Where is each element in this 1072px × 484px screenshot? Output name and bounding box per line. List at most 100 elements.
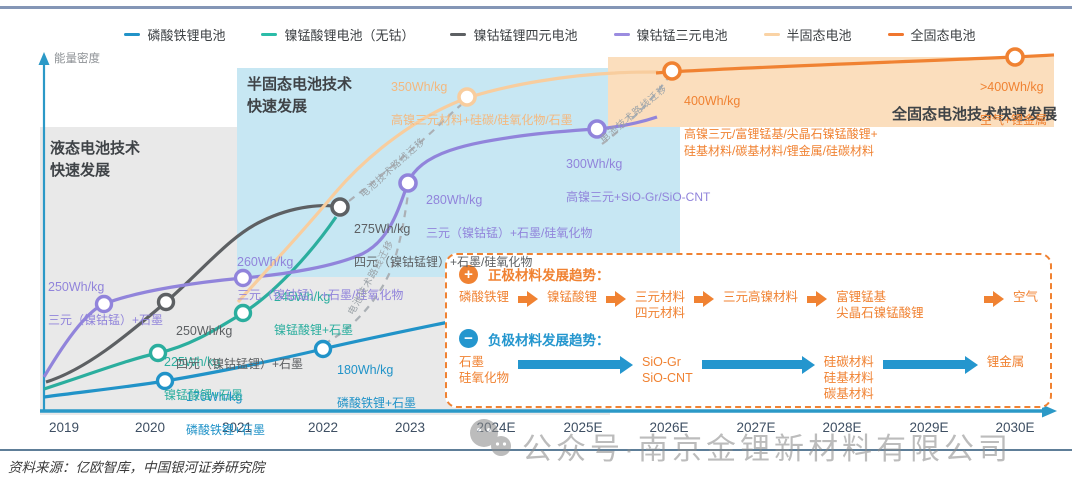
milestone-materials: 三元（镍钴锰）+石墨/硅氧化物	[237, 288, 404, 303]
milestone-label-ncm-260: 260Wh/kg 三元（镍钴锰）+石墨/硅氧化物	[237, 237, 403, 320]
legend-label: 镍钴锰锂四元电池	[473, 28, 578, 43]
cathode-step: 空气	[1012, 290, 1038, 304]
legend-line-icon	[763, 32, 780, 37]
anode-step: 石墨 硅氧化物	[459, 354, 510, 385]
milestone-value: 260Wh/kg	[237, 254, 294, 269]
legend-item-lfp: 磷酸铁锂电池	[124, 25, 225, 44]
milestone-label-semi-350: 350Wh/kg 高镍三元材料+硅碳/硅氧化物/石墨	[391, 62, 573, 145]
legend-item-solid: 全固态电池	[887, 25, 976, 44]
milestone-value: 250Wh/kg	[176, 323, 233, 338]
milestone-materials: 磷酸铁锂+石墨	[337, 396, 417, 411]
marker-ncm-300	[587, 119, 607, 139]
arrow-right-icon	[606, 291, 627, 307]
marker-quaternary-275	[330, 197, 350, 217]
curve-lnmo	[43, 216, 338, 391]
watermark: 公众号·南京金锂新材料有限公司	[468, 418, 1012, 468]
cathode-trend-header: 正极材料发展趋势：	[488, 268, 610, 283]
milestone-value: 400Wh/kg	[684, 93, 741, 108]
legend-line-icon	[450, 32, 467, 37]
plus-icon: +	[459, 264, 478, 284]
anode-step: 硅碳材料 硅基材料 碳基材料	[823, 354, 874, 402]
legend-line-icon	[887, 32, 904, 37]
milestone-label-ncm-280: 280Wh/kg 三元（镍钴锰）+石墨/硅氧化物	[426, 175, 592, 258]
milestone-value: 245Wh/kg	[274, 289, 331, 304]
x-tick-2019: 2019	[48, 420, 80, 435]
milestone-materials: 四元（镍钴锰锂）+石墨	[176, 357, 304, 372]
phase-title-liquid: 液态电池技术 快速发展	[50, 140, 141, 179]
milestone-materials: 磷酸铁锂+石墨	[186, 423, 266, 438]
anode-trend-header: 负极材料发展趋势：	[488, 332, 610, 348]
milestone-materials: 空气+锂金属	[980, 113, 1048, 128]
legend-line-icon	[124, 32, 141, 37]
marker-ncm-260	[233, 268, 253, 288]
milestone-label-lnmo-245: 245Wh/kg 镍锰酸锂+石墨	[274, 272, 353, 355]
x-tick-2029e: 2029E	[909, 420, 949, 435]
arrow-right-icon	[694, 291, 715, 307]
marker-solid-400	[662, 61, 682, 81]
curve-semi-solid	[236, 70, 659, 304]
marker-lnmo-245	[233, 303, 253, 323]
legend-item-quaternary: 镍钴锰锂四元电池	[450, 25, 578, 44]
arrow-right-icon	[807, 291, 828, 307]
arrow-right-icon	[518, 291, 539, 307]
arrow-right-icon	[701, 355, 815, 374]
chart-legend: 磷酸铁锂电池 镍锰酸锂电池（无钴） 镍钴锰锂四元电池 镍钴锰三元电池 半固态电池…	[14, 25, 1072, 44]
anode-chain: 石墨 硅氧化物 SiO-Gr SiO-CNT 硅碳材料 硅基材料 碳基材料 锂金…	[459, 354, 1038, 403]
curve-lfp	[43, 316, 469, 399]
milestone-materials: 高镍三元/富锂锰基/尖晶石镍锰酸锂+ 硅基材料/碳基材料/锂金属/硅碳材料	[684, 127, 878, 158]
curve-ncm	[42, 115, 658, 378]
milestone-value: 280Wh/kg	[426, 192, 483, 207]
milestone-value: 170Wh/kg	[186, 389, 243, 404]
curve-quaternary	[45, 204, 339, 384]
anode-step: 锂金属	[986, 354, 1025, 369]
marker-semi-350	[457, 87, 477, 107]
milestone-value: 275Wh/kg	[354, 221, 411, 236]
x-tick-2028e: 2028E	[822, 420, 862, 435]
milestone-value: 180Wh/kg	[337, 362, 394, 377]
x-tick-2023: 2023	[394, 420, 426, 435]
milestone-value: 300Wh/kg	[566, 156, 623, 171]
milestone-label-quaternary-250: 250Wh/kg 四元（镍钴锰锂）+石墨	[176, 306, 303, 389]
milestone-materials: 四元（镍钴锰锂）+石墨/硅氧化物	[354, 255, 533, 270]
x-tick-2025e: 2025E	[563, 420, 603, 435]
marker-solid-400plus	[1005, 47, 1025, 67]
source-note: 资料来源：亿欧智库，中国银河证券研究院	[8, 460, 265, 475]
marker-ncm-250	[94, 294, 114, 314]
legend-item-semi-solid: 半固态电池	[763, 25, 852, 44]
cathode-header-row: + 正极材料发展趋势：	[459, 264, 1038, 284]
milestone-label-quaternary-275: 275Wh/kg 四元（镍钴锰锂）+石墨/硅氧化物	[354, 204, 532, 287]
marker-lfp-180	[313, 339, 333, 359]
legend-label: 镍钴锰三元电池	[636, 28, 728, 43]
arrow-right-icon	[882, 355, 978, 374]
legend-label: 半固态电池	[786, 28, 852, 43]
milestone-materials: 三元（镍钴锰）+石墨	[48, 313, 164, 328]
legend-item-lnmo: 镍锰酸锂电池（无钴）	[261, 25, 414, 44]
milestone-value: >400Wh/kg	[980, 79, 1044, 94]
milestone-materials: 高镍三元+SiO-Gr/SiO-CNT	[566, 190, 711, 205]
milestone-value: 225Wh/kg	[164, 354, 221, 369]
x-tick-2022: 2022	[307, 420, 339, 435]
migration-dashed-path-3	[601, 77, 669, 145]
curve-all-solid	[655, 53, 1055, 75]
milestone-materials: 镍锰酸锂+石墨	[274, 323, 354, 338]
marker-lnmo-225	[148, 343, 168, 363]
milestone-label-lfp-180: 180Wh/kg 磷酸铁锂+石墨	[337, 345, 416, 428]
legend-label: 磷酸铁锂电池	[147, 28, 226, 43]
y-axis-arrow-icon	[38, 52, 50, 65]
milestone-label-solid-400plus: >400Wh/kg 空气+锂金属	[980, 62, 1047, 145]
legend-label: 镍锰酸锂电池（无钴）	[284, 28, 415, 43]
minus-icon: −	[459, 329, 478, 348]
milestone-label-ncm-250: 250Wh/kg 三元（镍钴锰）+石墨	[48, 262, 163, 345]
milestone-label-solid-400: 400Wh/kg 高镍三元/富锂锰基/尖晶石镍锰酸锂+ 硅基材料/碳基材料/锂金…	[684, 76, 878, 176]
watermark-text: 公众号·南京金锂新材料有限公司	[522, 433, 1012, 466]
marker-ncm-280	[398, 173, 418, 193]
marker-quaternary-250	[156, 292, 176, 312]
arrow-right-icon	[518, 355, 634, 374]
cathode-step: 富锂锰基 尖晶石镍锰酸锂	[836, 290, 924, 321]
material-trends-box: + 正极材料发展趋势： 磷酸铁锂 镍锰酸锂 三元材料 四元材料 三元高镍材料 富…	[445, 253, 1052, 408]
milestone-materials: 镍锰酸锂+石墨	[164, 388, 244, 403]
wechat-icon	[470, 419, 511, 456]
migration-dashed-path-2	[348, 104, 462, 202]
cathode-step: 三元高镍材料	[723, 290, 799, 304]
